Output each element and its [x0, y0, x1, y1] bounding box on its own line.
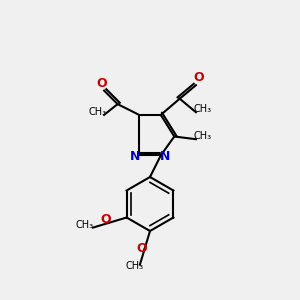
Text: N: N: [130, 150, 140, 163]
Text: O: O: [136, 242, 147, 255]
Text: O: O: [100, 213, 111, 226]
Text: O: O: [193, 71, 204, 84]
Text: CH₃: CH₃: [194, 104, 212, 114]
Text: CH₃: CH₃: [76, 220, 94, 230]
Text: CH₃: CH₃: [125, 261, 144, 271]
Text: N: N: [160, 150, 170, 163]
Text: CH₃: CH₃: [194, 131, 212, 141]
Text: CH₃: CH₃: [88, 107, 106, 117]
Text: O: O: [96, 76, 107, 89]
